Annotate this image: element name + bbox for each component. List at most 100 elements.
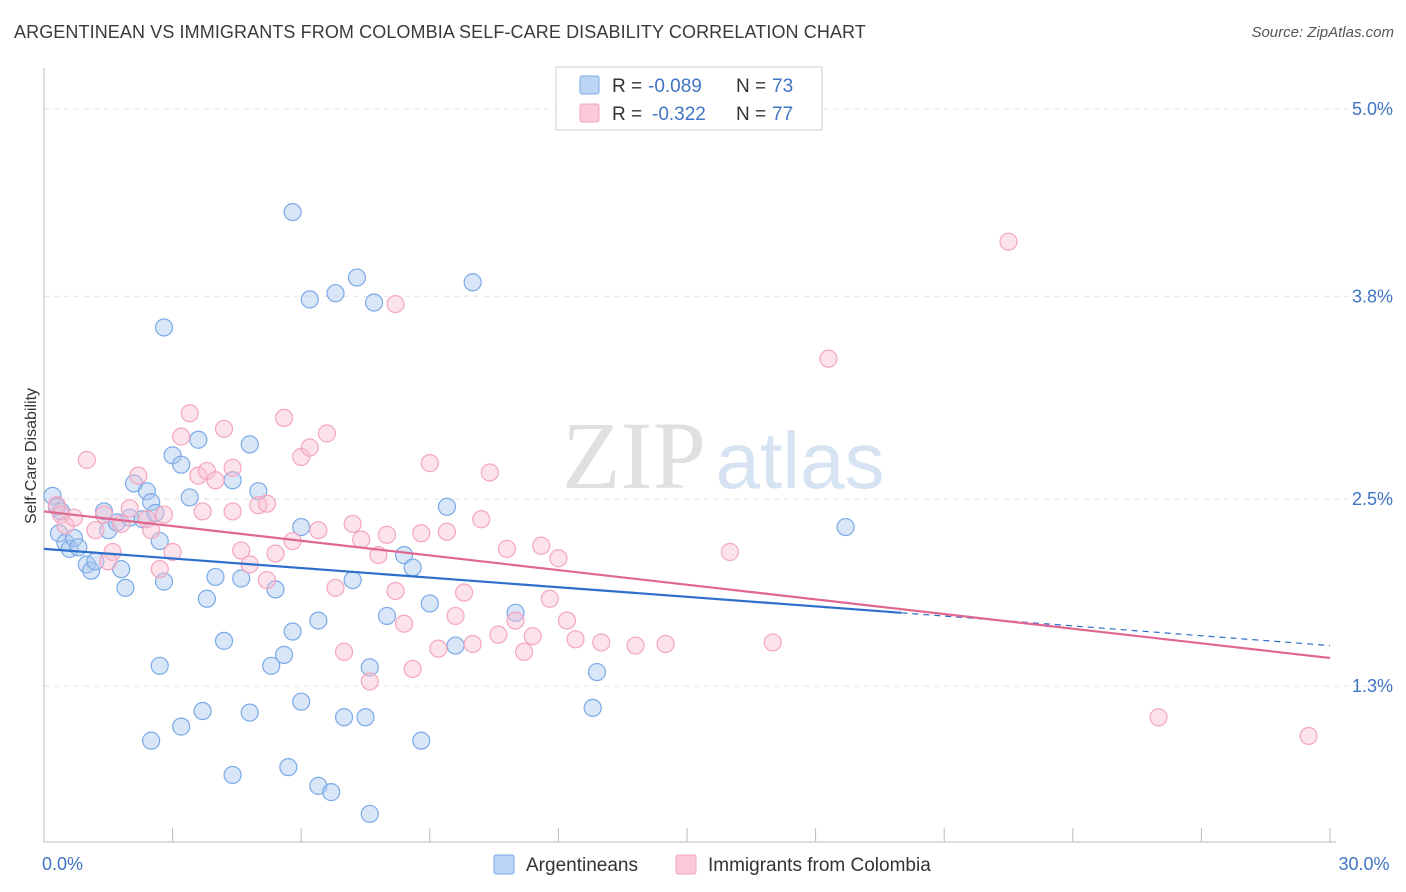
argentineans-point-25 — [172, 455, 191, 474]
colombia-point-4 — [77, 450, 96, 470]
colombia-point-39 — [360, 672, 379, 691]
colombia-point-28 — [266, 544, 285, 563]
colombia-point-34 — [317, 424, 337, 443]
bottom-legend: Argentineans Immigrants from Colombia — [493, 854, 931, 876]
argentineans-point-19 — [137, 482, 156, 501]
argentineans-point-29 — [206, 567, 225, 587]
colombia-point-52 — [472, 510, 491, 529]
legend-r-label-1: R = — [612, 76, 642, 97]
colombia-point-72 — [1299, 726, 1318, 746]
colombia-point-57 — [515, 642, 534, 661]
argentineans-trend-extension — [901, 612, 1331, 647]
argentineans-point-6 — [64, 528, 84, 548]
argentineans-point-44 — [403, 558, 422, 577]
colombia-point-48 — [437, 522, 457, 541]
colombia-point-15 — [163, 542, 182, 562]
y-tick-labels: 1.3% 2.5% 3.8% 5.0% — [1352, 99, 1393, 696]
argentineans-point-55 — [172, 717, 191, 736]
source-credit: Source: ZipAtlas.com — [1251, 24, 1394, 41]
argentineans-point-60 — [360, 804, 379, 824]
y-axis-label: Self-Care Disability — [23, 388, 40, 524]
series-argentineans-points — [43, 202, 855, 824]
argentineans-point-72 — [583, 698, 602, 718]
top-legend-box — [555, 66, 823, 131]
argentineans-point-41 — [360, 658, 379, 677]
colombia-point-59 — [532, 536, 551, 555]
x-tick-labels: 0.0% 30.0% — [42, 854, 1390, 874]
colombia-point-55 — [497, 539, 517, 558]
argentineans-point-46 — [437, 497, 457, 516]
colombia-point-71 — [1149, 708, 1168, 727]
series-colombia-points — [47, 232, 1318, 746]
colombia-point-27 — [257, 494, 277, 513]
colombia-point-6 — [94, 505, 114, 524]
colombia-point-37 — [343, 514, 362, 534]
argentineans-point-20 — [142, 492, 161, 512]
colombia-point-17 — [180, 404, 199, 423]
colombia-point-56 — [506, 611, 525, 630]
legend-n-value-2: 77 — [772, 104, 793, 125]
argentineans-point-7 — [69, 538, 88, 557]
colombia-point-19 — [193, 502, 212, 521]
y-tick-label-2: 3.8% — [1352, 286, 1393, 306]
colombia-point-38 — [352, 530, 371, 549]
watermark: ZIP atlas — [562, 402, 884, 509]
colombia-point-47 — [429, 639, 448, 658]
colombia-point-44 — [403, 659, 422, 679]
watermark-atlas: atlas — [716, 416, 885, 505]
bottom-legend-label-argentineans: Argentineans — [526, 855, 638, 876]
argentineans-point-36 — [274, 645, 294, 664]
colombia-point-74 — [257, 570, 277, 590]
argentineans-trend-line — [43, 547, 902, 614]
colombia-point-43 — [394, 614, 414, 633]
colombia-point-16 — [172, 427, 191, 446]
argentineans-point-33 — [240, 435, 259, 454]
colombia-point-9 — [120, 499, 139, 518]
argentineans-point-68 — [463, 273, 482, 292]
argentineans-point-49 — [262, 656, 281, 675]
argentineans-point-30 — [214, 631, 234, 650]
argentineans-point-52 — [356, 708, 375, 727]
colombia-point-29 — [274, 408, 294, 428]
colombia-point-60 — [540, 589, 559, 608]
colombia-point-53 — [480, 463, 499, 482]
argentineans-point-38 — [292, 517, 311, 537]
argentineans-point-66 — [347, 268, 367, 287]
argentineans-point-62 — [142, 731, 161, 750]
argentineans-point-34 — [249, 482, 268, 501]
colombia-point-69 — [819, 349, 838, 368]
y-tick-label-3: 5.0% — [1352, 99, 1393, 119]
bottom-legend-swatch-pink — [675, 854, 697, 875]
legend-swatch-pink — [579, 103, 600, 123]
colombia-point-58 — [523, 627, 542, 646]
colombia-point-46 — [420, 454, 439, 473]
argentineans-point-9 — [82, 561, 101, 580]
legend-n-value-1: 73 — [772, 76, 793, 97]
argentineans-point-64 — [300, 290, 319, 309]
colombia-point-45 — [412, 524, 431, 543]
argentineans-point-50 — [292, 692, 311, 711]
argentineans-point-63 — [283, 202, 302, 222]
argentineans-point-67 — [364, 293, 384, 312]
colombia-point-49 — [446, 606, 465, 626]
top-legend: R = -0.089 N = 73 R = -0.322 N = 77 — [555, 66, 823, 131]
colombia-point-66 — [656, 634, 675, 654]
argentineans-point-70 — [506, 603, 525, 622]
colombia-point-36 — [334, 642, 354, 661]
colombia-point-70 — [999, 232, 1018, 251]
colombia-point-5 — [86, 521, 105, 540]
argentineans-point-28 — [197, 589, 216, 608]
watermark-zip: ZIP — [562, 402, 706, 509]
colombia-point-18 — [189, 466, 208, 485]
bottom-legend-swatch-blue — [493, 854, 515, 875]
argentineans-point-15 — [116, 578, 135, 597]
colombia-point-54 — [489, 625, 508, 644]
colombia-point-62 — [557, 611, 577, 630]
colombia-point-23 — [223, 458, 242, 477]
colombia-point-41 — [377, 525, 397, 544]
colombia-point-75 — [386, 294, 405, 314]
colombia-point-65 — [626, 636, 645, 655]
argentineans-point-73 — [836, 517, 855, 537]
colombia-point-3 — [64, 508, 84, 527]
